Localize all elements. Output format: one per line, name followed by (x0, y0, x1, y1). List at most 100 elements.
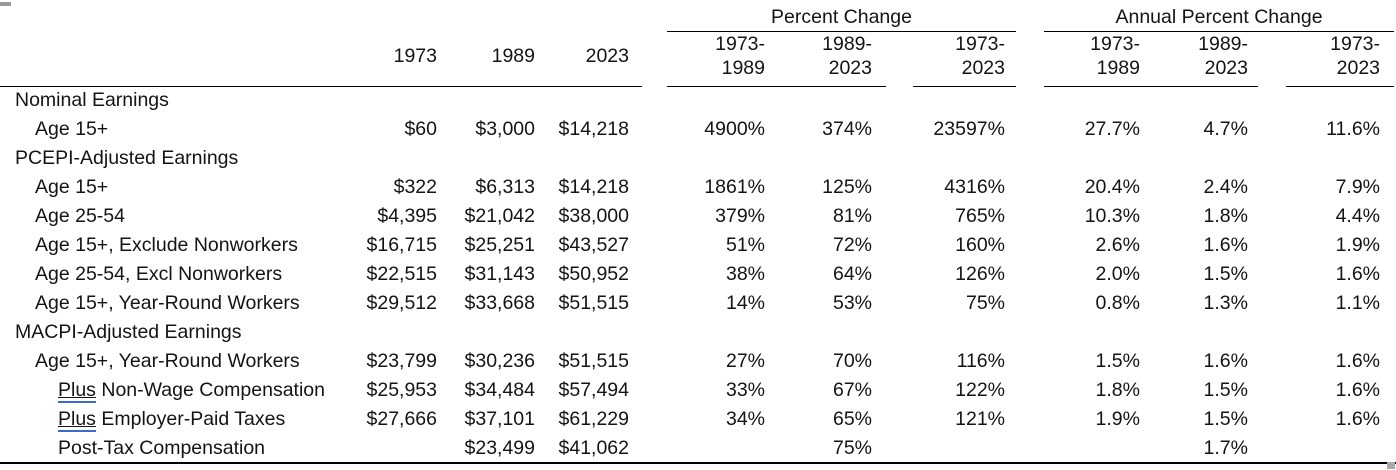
value-cell: 1.5% (1203, 408, 1248, 430)
value-cell: 126% (955, 263, 1005, 285)
spacer-cell (642, 86, 667, 115)
spacer-cell (1016, 434, 1044, 463)
value-cell: 1.6% (1335, 379, 1381, 401)
row-label-text: Age 25-54 (35, 205, 125, 227)
spacer-cell (1258, 202, 1286, 231)
percent-change-group-header: Percent Change (667, 2, 1016, 32)
pc-column-header-1973-2023: 1973- 2023 (913, 31, 1016, 87)
value-cell (1044, 318, 1144, 347)
value-cell: $61,229 (558, 408, 630, 430)
row-label-text: PCEPI-Adjusted Earnings (15, 147, 239, 169)
value-cell (768, 318, 886, 347)
row-label: PCEPI-Adjusted Earnings (0, 144, 312, 173)
apc-column-header-1973-2023: 1973- 2023 (1286, 31, 1395, 87)
value-cell: 23597% (933, 118, 1005, 140)
value-cell: 2.0% (1095, 263, 1140, 285)
row-label: Age 15+ (0, 115, 312, 144)
value-cell: 1.1% (1335, 292, 1381, 314)
row-label-text: Non-Wage Compensation (95, 379, 325, 401)
spacer-cell (1016, 202, 1044, 231)
spacer-cell (886, 144, 913, 173)
spacer-cell (1258, 289, 1286, 318)
value-cell: 72% (832, 234, 872, 256)
table-row: Age 15+ $322 $6,313 $14,218 1861% 125% 4316% 20… (0, 173, 1396, 202)
value-cell (768, 86, 886, 115)
value-cell: 160% (955, 234, 1005, 256)
row-label: Age 25-54 (0, 202, 312, 231)
spacer-cell (642, 173, 667, 202)
row-label-text: MACPI-Adjusted Earnings (15, 321, 242, 343)
value-cell: $51,515 (558, 292, 630, 314)
table-row: Age 15+, Year-Round Workers $23,799 $30,23… (0, 347, 1396, 376)
value-cell (667, 318, 768, 347)
value-cell: $43,527 (558, 234, 630, 256)
spacer-cell (642, 31, 667, 86)
spacer-cell (1258, 347, 1286, 376)
value-cell (667, 86, 768, 115)
table-row: Post-Tax Compensation $23,499 $41,062 75% 1.… (0, 434, 1396, 463)
value-cell: $4,395 (377, 205, 437, 227)
spacer-cell (1258, 144, 1286, 173)
value-cell: $3,000 (475, 118, 535, 140)
table-row: Plus Employer-Paid Taxes $27,666 $37,101 $6… (0, 405, 1396, 434)
spacer-cell (642, 115, 667, 144)
row-label: Nominal Earnings (0, 86, 312, 115)
value-cell: $37,101 (464, 408, 536, 430)
value-cell: $21,042 (464, 205, 536, 227)
value-cell: 1.9% (1335, 234, 1381, 256)
spacer-cell (1016, 405, 1044, 434)
value-cell: 1.5% (1203, 263, 1248, 285)
value-cell: $34,484 (464, 379, 536, 401)
annual-percent-change-group-header: Annual Percent Change (1044, 2, 1395, 32)
group-header-row: Percent Change Annual Percent Change (0, 2, 1396, 32)
value-cell: 7.9% (1335, 176, 1381, 198)
spacer-cell (1016, 318, 1044, 347)
spacer-cell (1016, 2, 1044, 31)
value-cell: 4.7% (1203, 118, 1248, 140)
value-cell: 4900% (704, 118, 765, 140)
spacer-cell (642, 144, 667, 173)
value-cell (312, 434, 440, 463)
row-label-text: Age 15+ (35, 176, 109, 198)
value-cell: 122% (955, 379, 1005, 401)
table-row: Age 25-54 $4,395 $21,042 $38,000 379% 81% 765%… (0, 202, 1396, 231)
spacer-cell (886, 86, 913, 115)
spacer-cell (1258, 405, 1286, 434)
row-label-text: Age 15+ (35, 118, 109, 140)
spacer-cell (886, 202, 913, 231)
section-row: MACPI-Adjusted Earnings (0, 318, 1396, 347)
value-cell: 10.3% (1084, 205, 1140, 227)
spacer-cell (1258, 31, 1286, 86)
value-cell: $25,953 (366, 379, 438, 401)
pc-column-header-1989-2023: 1989- 2023 (768, 31, 886, 87)
row-label-text: Age 15+, Exclude Nonworkers (35, 234, 298, 256)
row-label: Age 15+, Year-Round Workers (0, 289, 312, 318)
row-label: Post-Tax Compensation (0, 434, 312, 463)
value-cell: 374% (822, 118, 872, 140)
row-label: Age 15+, Exclude Nonworkers (0, 231, 312, 260)
row-label: MACPI-Adjusted Earnings (0, 318, 312, 347)
spacer-cell (642, 289, 667, 318)
table-body: Nominal Earnings Age 15+ $60 $3,000 $14,218 4… (0, 86, 1396, 463)
row-label: Age 15+ (0, 173, 312, 202)
empty-cell (0, 2, 667, 31)
column-header-text: 1973- (1330, 33, 1381, 55)
spacer-cell (1016, 347, 1044, 376)
value-cell: 1.7% (1203, 436, 1248, 459)
spacer-cell (642, 405, 667, 434)
spacer-cell (886, 115, 913, 144)
value-cell (913, 434, 1016, 463)
column-header-text: 1989- (1198, 33, 1248, 55)
year-column-header: 1989 (440, 31, 536, 87)
value-cell: 64% (832, 263, 872, 285)
value-cell (1044, 434, 1144, 463)
value-cell: $322 (393, 176, 437, 198)
row-label-text: Age 25-54, Excl Nonworkers (35, 263, 283, 285)
table-row: Age 15+, Exclude Nonworkers $16,715 $25,25… (0, 231, 1396, 260)
row-label: Plus Employer-Paid Taxes (0, 405, 312, 434)
value-cell: 1.9% (1095, 408, 1140, 430)
value-cell: 121% (955, 408, 1005, 430)
spacer-cell (886, 318, 913, 347)
value-cell (1044, 144, 1144, 173)
screen-artifact (1387, 462, 1395, 469)
